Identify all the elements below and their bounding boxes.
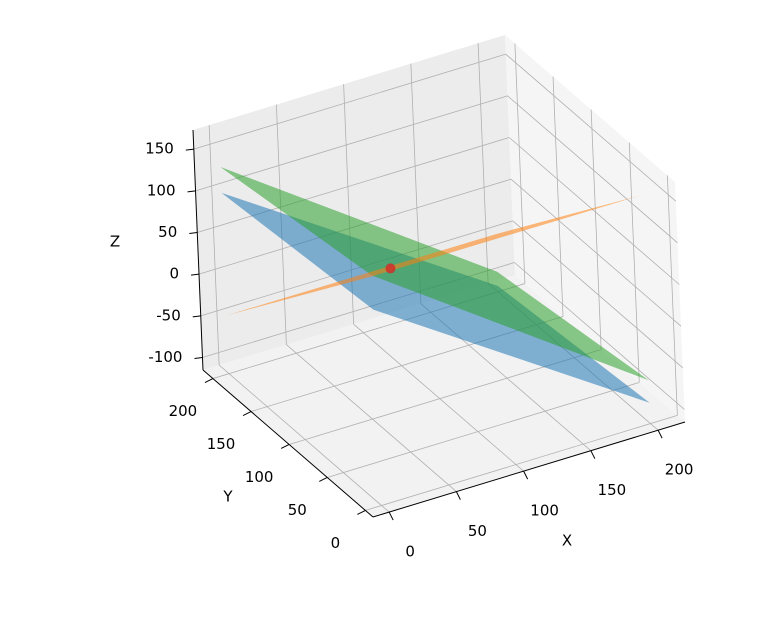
grid-line [197,137,510,233]
y-tick-label: 0 [331,534,341,552]
y-axis [202,369,374,518]
x-tick-label: 0 [405,543,415,561]
z-axis [192,129,204,371]
x-axis [372,421,686,518]
grid-line [552,76,564,317]
surface [220,166,649,381]
grid-line [507,95,678,244]
x-tick-label: 150 [598,481,627,499]
pane-right [505,35,685,422]
y-tick-label: 50 [288,501,307,519]
grid-line [514,262,685,410]
x-tick [657,429,663,439]
y-axis-label: Y [222,488,233,506]
point [385,263,396,274]
x-tick [388,511,394,521]
x-tick-label: 50 [468,522,487,540]
grid-line [510,178,682,327]
grid-line [193,53,506,150]
y-tick [280,444,290,449]
y-tick-label: 100 [245,468,274,486]
grid-line [509,137,680,285]
y-tick [357,509,366,515]
grid-line [327,382,640,478]
z-tick-label: 100 [147,181,176,199]
grid-line [628,142,640,383]
y-tick [319,477,328,482]
z-tick [192,315,201,318]
x-tick-label: 200 [665,461,694,479]
grid-line [353,323,524,472]
grid-line [208,125,220,366]
z-tick [190,273,200,276]
z-tick-label: 50 [158,223,177,241]
y-tick [242,411,252,416]
x-tick [590,450,596,459]
z-tick-label: -100 [148,348,182,366]
y-tick-label: 150 [207,435,236,453]
z-tick [187,190,196,193]
grid-line [512,220,684,369]
y-tick-label: 200 [169,402,198,420]
x-tick [455,491,461,500]
grid-line [590,109,602,350]
z-tick [194,357,203,359]
y-tick [204,378,214,384]
x-axis-label: X [562,532,572,550]
z-tick-label: 0 [169,265,179,283]
z-axis-label: Z [110,233,120,251]
grid-line [286,344,457,492]
x-tick [523,470,529,480]
z-tick [185,148,194,151]
z-tick-label: -50 [156,306,181,324]
grid-line [514,43,526,284]
x-tick-label: 100 [530,502,559,520]
surface [226,195,641,316]
grid-line [365,415,678,511]
grid-line [477,43,489,284]
z-tick-label: 150 [145,140,174,158]
z-tick [189,232,198,234]
grid-line [505,53,677,202]
grid-line [195,95,508,192]
grid-line [666,175,678,416]
grid-line [218,364,390,513]
